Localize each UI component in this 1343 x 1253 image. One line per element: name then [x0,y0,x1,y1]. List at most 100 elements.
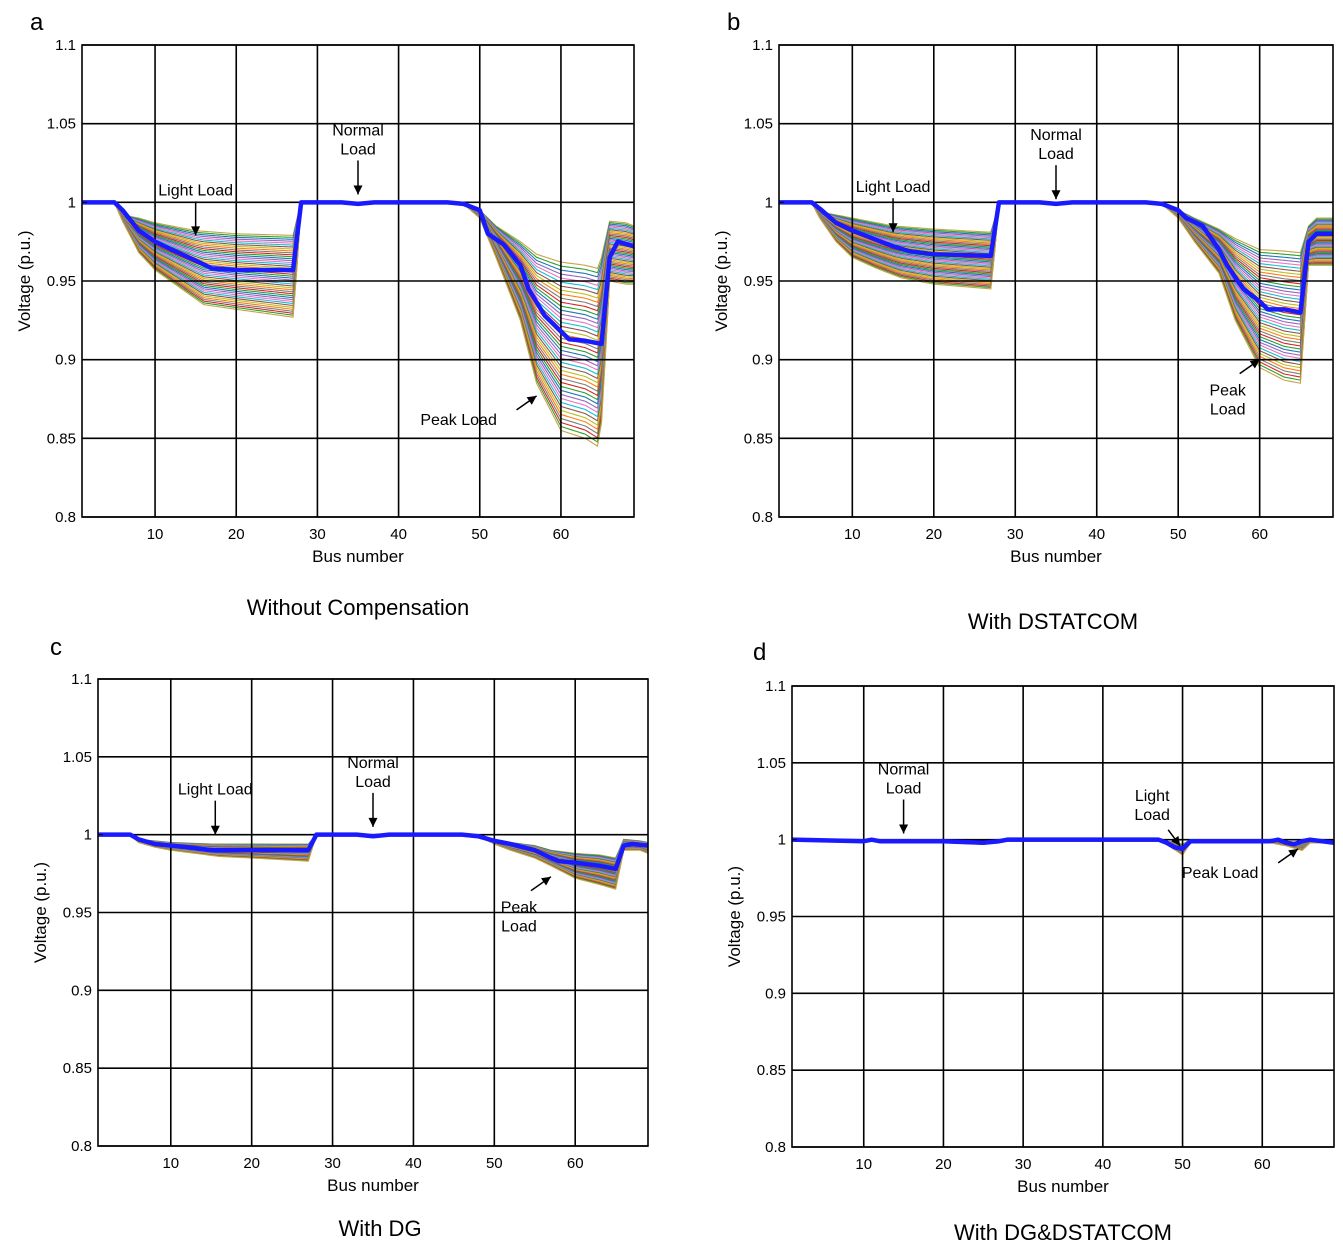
panel-c-xlabel: Bus number [327,1176,419,1195]
panel-a-annotation-label: Normal [332,122,384,139]
panel-c-annotation-label: Light Load [178,782,253,799]
panel-b-annotation: Normal Load [1030,127,1082,200]
panel-b-mean-line [779,200,1333,315]
panel-b-ytick-label: 1.05 [744,116,773,133]
panel-b-xlabel: Bus number [1010,547,1102,566]
panel-c-annotation-arrowhead [210,825,220,835]
panel-a-ytick-label: 0.9 [55,352,76,369]
panel-d-ylabel: Voltage (p.u.) [725,866,744,967]
panel-c-ytick-label: 0.8 [71,1138,92,1155]
panel-d-xtick-label: 20 [935,1156,952,1173]
panel-b-ytick-label: 0.9 [752,352,773,369]
panel-a-annotation: Normal Load [332,122,384,195]
panel-d-ytick-label: 0.9 [765,985,786,1002]
panel-d-ytick-label: 0.85 [757,1062,786,1079]
panel-a-band-curve [82,201,635,299]
panel-c-annotation-label: Normal [347,755,399,772]
panel-d-ytick-label: 1.1 [765,678,786,695]
panel-d-ytick-label: 0.8 [765,1139,786,1156]
panel-a-letter: a [30,9,44,36]
panel-a-xtick-label: 60 [553,526,570,543]
panel-d-xtick-label: 60 [1254,1156,1271,1173]
panel-a-annotation: Peak Load [420,395,538,429]
panel-b-annotation-label: Load [1210,402,1246,419]
panel-b-xtick-label: 50 [1170,526,1187,543]
panel-a-xtick-label: 20 [228,526,245,543]
panel-c-ytick-label: 0.85 [63,1060,92,1077]
panel-a-ytick-label: 1 [68,194,76,211]
panel-c-xtick-label: 20 [243,1155,260,1172]
panel-d-xtick-label: 30 [1015,1156,1032,1173]
panel-c-mean-line [98,832,649,872]
panel-a-ytick-label: 1.05 [47,116,76,133]
panel-b-ylabel: Voltage (p.u.) [712,230,731,331]
panel-c-letter: c [50,634,62,661]
panel-c-xtick-label: 60 [567,1155,584,1172]
panel-b-annotation: Peak Load [1209,359,1261,419]
panel-a-ytick-label: 1.1 [55,37,76,54]
panel-b-xtick-label: 60 [1251,526,1268,543]
panel-a-xtick-label: 40 [390,526,407,543]
panel-d-xlabel: Bus number [1017,1177,1109,1196]
panel-d-ytick-label: 1 [778,832,786,849]
panel-d-caption: With DG&DSTATCOM [954,1220,1172,1245]
panel-c-annotation-arrowhead [368,817,378,827]
panel-d-annotation-label: Light [1135,788,1170,805]
panel-c-ytick-label: 1.05 [63,749,92,766]
panel-b-annotation-label: Light Load [856,179,931,196]
panel-d-annotation-label: Normal [878,762,930,779]
panel-c-ytick-label: 0.95 [63,905,92,922]
panel-d-xtick-label: 10 [855,1156,872,1173]
panel-c-ytick-label: 1.1 [71,671,92,688]
panel-d-annotation-arrowhead [899,824,909,834]
panel-a-ytick-label: 0.85 [47,430,76,447]
panel-b-annotation-label: Peak [1209,383,1246,400]
panel-a-ytick-label: 0.8 [55,509,76,526]
panel-b-xtick-label: 10 [844,526,861,543]
panel-d-xtick-label: 40 [1095,1156,1112,1173]
panel-d-xtick-label: 50 [1174,1156,1191,1173]
panel-d-ytick-label: 1.05 [757,755,786,772]
panel-a-annotation: Light Load [158,182,233,236]
panel-a-xtick-label: 10 [147,526,164,543]
panel-d-annotation-arrowhead [1288,848,1299,858]
panel-a-annotation-arrowhead [191,226,201,236]
panel-d-annotation: Normal Load [878,762,930,834]
panel-a-ylabel: Voltage (p.u.) [15,230,34,331]
panel-b-annotation-arrowhead [888,223,898,233]
panel-c-xtick-label: 40 [405,1155,422,1172]
panel-b-annotation-arrowhead [1249,359,1260,369]
panel-a-annotation-label: Light Load [158,182,233,199]
panel-b-annotation-arrowhead [1051,190,1061,200]
panel-a: a Without Compensation 10 20 30 40 50 60 0.8 0.… [15,9,635,620]
panel-a-annotation-label: Peak Load [420,412,497,429]
panel-a-xtick-label: 30 [309,526,326,543]
panel-b-ytick-label: 0.85 [744,430,773,447]
panel-c-ytick-label: 0.9 [71,982,92,999]
panel-b-ytick-label: 0.95 [744,273,773,290]
panel-c: c With DG 10 20 30 40 50 60 0.8 0.85 0.9 0.95 1 1.0… [31,634,649,1241]
panel-c-xtick-label: 10 [162,1155,179,1172]
panel-b: b With DSTATCOM 10 20 30 40 50 60 0.8 0.85 0.9 0.… [712,9,1334,634]
panel-d-ytick-label: 0.95 [757,909,786,926]
panel-c-annotation: Light Load [178,782,253,835]
panel-d: d With DG&DSTATCOM 10 20 30 40 50 60 0.8 0.85 0.… [725,639,1335,1245]
panel-b-xtick-label: 30 [1007,526,1024,543]
panel-a-ytick-label: 0.95 [47,273,76,290]
panel-a-xtick-label: 50 [471,526,488,543]
panel-d-annotation-label: Load [886,781,922,798]
panel-c-annotation: Peak Load [501,876,552,936]
panel-c-annotation-label: Load [355,774,391,791]
panel-a-xlabel: Bus number [312,547,404,566]
panel-b-annotation-label: Load [1038,146,1074,163]
panel-c-xtick-label: 50 [486,1155,503,1172]
panel-d-annotation-arrowhead [1171,835,1181,846]
panel-a-mean-line [82,200,635,347]
panel-c-annotation-label: Load [501,919,537,936]
panel-c-annotation: Normal Load [347,755,399,827]
panel-d-annotation-label: Load [1134,807,1170,824]
panel-b-xtick-label: 20 [925,526,942,543]
panel-c-annotation-label: Peak [501,900,538,917]
panel-c-ytick-label: 1 [84,827,92,844]
